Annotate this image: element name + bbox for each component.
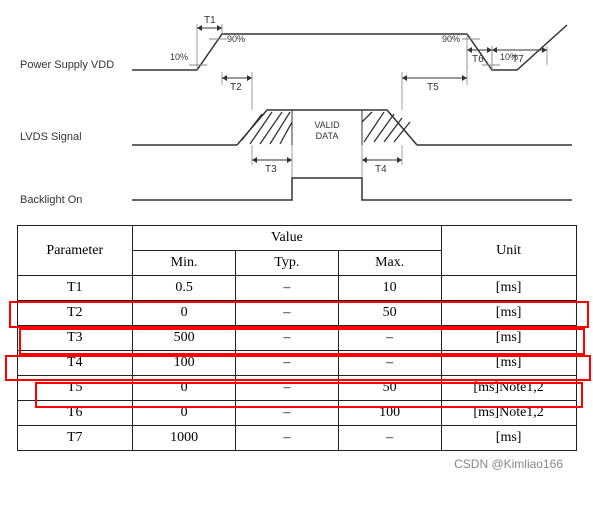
t5-label: T5 (427, 82, 439, 93)
t3-label: T3 (265, 164, 277, 175)
table-row: T20–50[ms] (17, 301, 576, 326)
timing-table-wrap: Parameter Value Unit Min. Typ. Max. T10.… (17, 225, 577, 451)
timing-diagram: Power Supply VDD LVDS Signal Backlight O… (12, 10, 582, 220)
table-row: T50–50[ms]Note1,2 (17, 376, 576, 401)
table-row: T60–100[ms]Note1,2 (17, 401, 576, 426)
t2-label: T2 (230, 82, 242, 93)
pct10-left: 10% (170, 52, 188, 62)
label-backlight: Backlight On (20, 194, 82, 206)
timing-svg: Power Supply VDD LVDS Signal Backlight O… (12, 10, 582, 220)
table-row: T3500––[ms] (17, 326, 576, 351)
t4-label: T4 (375, 164, 387, 175)
backlight-wave (132, 178, 572, 200)
pct90-right: 90% (442, 34, 460, 44)
th-max: Max. (338, 251, 441, 276)
attribution: CSDN @Kimliao166 (10, 457, 583, 471)
valid-data-2: DATA (315, 131, 338, 141)
hatch-left (242, 112, 292, 144)
label-lvds: LVDS Signal (20, 131, 82, 143)
table-row: T71000––[ms] (17, 426, 576, 451)
label-power: Power Supply VDD (20, 59, 114, 71)
t1-label: T1 (204, 15, 216, 26)
t7-label: T7 (512, 54, 524, 65)
table-row: T4100––[ms] (17, 351, 576, 376)
table-row: T10.5–10[ms] (17, 276, 576, 301)
t6-label: T6 (472, 54, 484, 65)
th-value: Value (133, 226, 442, 251)
th-parameter: Parameter (17, 226, 133, 276)
pct90-left: 90% (227, 34, 245, 44)
th-unit: Unit (441, 226, 576, 276)
timing-table: Parameter Value Unit Min. Typ. Max. T10.… (17, 225, 577, 451)
valid-data-1: VALID (314, 120, 340, 130)
th-min: Min. (133, 251, 236, 276)
th-typ: Typ. (236, 251, 339, 276)
